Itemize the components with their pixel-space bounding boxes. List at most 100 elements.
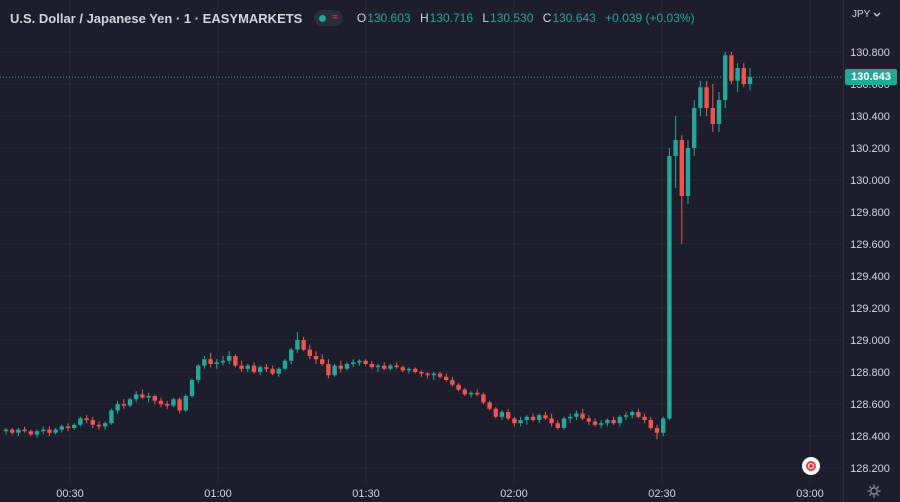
candle bbox=[96, 421, 102, 430]
candle-body bbox=[140, 394, 145, 398]
candle bbox=[406, 367, 412, 374]
candle bbox=[344, 362, 350, 371]
candle bbox=[282, 359, 288, 371]
y-tick-label: 128.600 bbox=[850, 399, 890, 411]
candle bbox=[456, 383, 461, 392]
candle bbox=[239, 360, 244, 372]
candle-body bbox=[146, 396, 151, 398]
x-tick-label: 00:30 bbox=[56, 488, 84, 500]
candle bbox=[320, 354, 325, 366]
candle bbox=[617, 415, 622, 427]
high-value: 130.716 bbox=[429, 11, 473, 25]
candle-body bbox=[574, 413, 579, 417]
candle-body bbox=[233, 356, 238, 366]
candle-body bbox=[10, 429, 15, 433]
candle-body bbox=[685, 148, 691, 196]
gear-icon[interactable] bbox=[866, 483, 882, 499]
x-tick-label: 02:00 bbox=[500, 488, 528, 500]
candle bbox=[90, 416, 95, 428]
y-tick-label: 129.000 bbox=[850, 335, 890, 347]
candle bbox=[636, 408, 641, 419]
market-open-dot-icon bbox=[319, 14, 327, 22]
candle-body bbox=[96, 424, 102, 427]
candle-body bbox=[220, 360, 226, 363]
candle-body bbox=[605, 420, 610, 424]
market-status-indicator[interactable]: ≈ bbox=[314, 10, 343, 26]
candle bbox=[506, 408, 511, 420]
candle-body bbox=[47, 429, 52, 433]
candle-body bbox=[561, 418, 567, 428]
candle bbox=[499, 410, 505, 420]
candle bbox=[72, 423, 77, 430]
candle-body bbox=[729, 55, 734, 81]
candle bbox=[16, 428, 21, 436]
candle bbox=[357, 359, 362, 366]
candle bbox=[332, 364, 337, 377]
candle bbox=[34, 429, 40, 438]
candle bbox=[605, 418, 610, 427]
candle-body bbox=[313, 356, 319, 360]
ohlc-values: O130.603 H130.716 L130.530 C130.643 +0.0… bbox=[357, 11, 695, 25]
candle bbox=[642, 413, 647, 424]
candle bbox=[549, 413, 554, 427]
candle-body bbox=[357, 360, 362, 363]
candle bbox=[22, 426, 27, 433]
last-price-label: 130.643 bbox=[845, 69, 897, 85]
candle bbox=[307, 344, 312, 360]
candle bbox=[679, 135, 684, 244]
candle bbox=[425, 372, 430, 379]
symbol-legend[interactable]: U.S. Dollar / Japanese Yen · 1 · EASYMAR… bbox=[10, 9, 695, 27]
candle-body bbox=[16, 429, 21, 433]
chevron-down-icon bbox=[873, 12, 881, 17]
candle-body bbox=[394, 365, 399, 368]
candle bbox=[493, 407, 498, 419]
candle bbox=[741, 63, 746, 88]
candle bbox=[561, 416, 567, 430]
y-tick-label: 130.400 bbox=[850, 111, 890, 123]
candle-body bbox=[59, 426, 64, 430]
candle-body bbox=[369, 364, 374, 368]
candle bbox=[487, 400, 492, 411]
y-tick-label: 128.200 bbox=[850, 463, 890, 475]
y-tick-label: 128.400 bbox=[850, 431, 890, 443]
candle bbox=[586, 415, 591, 425]
y-tick-label: 130.800 bbox=[850, 47, 890, 59]
candle-body bbox=[65, 426, 71, 428]
change-value: +0.039 (+0.03%) bbox=[605, 11, 695, 25]
candle bbox=[555, 420, 560, 430]
candle bbox=[568, 413, 573, 424]
alert-icon[interactable] bbox=[802, 457, 820, 475]
candle bbox=[351, 359, 356, 368]
x-tick-label: 03:00 bbox=[796, 488, 824, 500]
symbol-title[interactable]: U.S. Dollar / Japanese Yen · 1 · EASYMAR… bbox=[10, 10, 303, 26]
candle bbox=[723, 52, 728, 108]
candle bbox=[134, 391, 139, 403]
candle bbox=[444, 373, 449, 382]
candle-body bbox=[747, 77, 753, 84]
candle bbox=[146, 392, 151, 403]
candle-body bbox=[196, 365, 201, 380]
candle-body bbox=[493, 408, 498, 417]
candle-body bbox=[103, 423, 108, 427]
candle-body bbox=[543, 415, 548, 419]
candle bbox=[673, 116, 678, 188]
candle-body bbox=[617, 416, 622, 424]
x-tick-label: 01:00 bbox=[204, 488, 232, 500]
candle bbox=[10, 428, 15, 435]
candle-body bbox=[270, 368, 275, 374]
candle-body bbox=[158, 400, 164, 404]
candle-body bbox=[716, 100, 722, 124]
candle bbox=[450, 376, 455, 387]
candle bbox=[698, 80, 703, 116]
wave-icon: ≈ bbox=[332, 12, 338, 23]
y-tick-label: 128.800 bbox=[850, 367, 890, 379]
currency-dropdown[interactable]: JPY bbox=[852, 9, 881, 20]
candle bbox=[121, 399, 126, 409]
candle-body bbox=[630, 412, 635, 416]
candle bbox=[189, 378, 195, 398]
candle-body bbox=[667, 156, 672, 419]
candle-body bbox=[320, 359, 325, 364]
candle-body bbox=[282, 360, 288, 369]
